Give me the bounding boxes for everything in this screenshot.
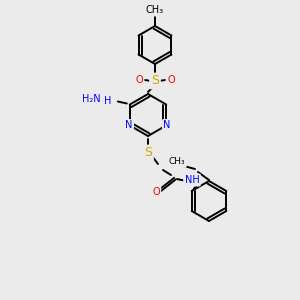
Text: H₂N: H₂N: [82, 94, 101, 103]
Text: O: O: [135, 75, 143, 85]
Text: O: O: [167, 75, 175, 85]
Text: N: N: [164, 121, 171, 130]
Text: S: S: [151, 74, 159, 88]
Text: O: O: [152, 187, 160, 197]
Text: NH: NH: [184, 175, 200, 185]
Text: S: S: [144, 146, 152, 160]
Text: CH₃: CH₃: [169, 158, 185, 166]
Text: N: N: [125, 121, 133, 130]
Text: H: H: [104, 95, 112, 106]
Text: CH₃: CH₃: [146, 5, 164, 15]
